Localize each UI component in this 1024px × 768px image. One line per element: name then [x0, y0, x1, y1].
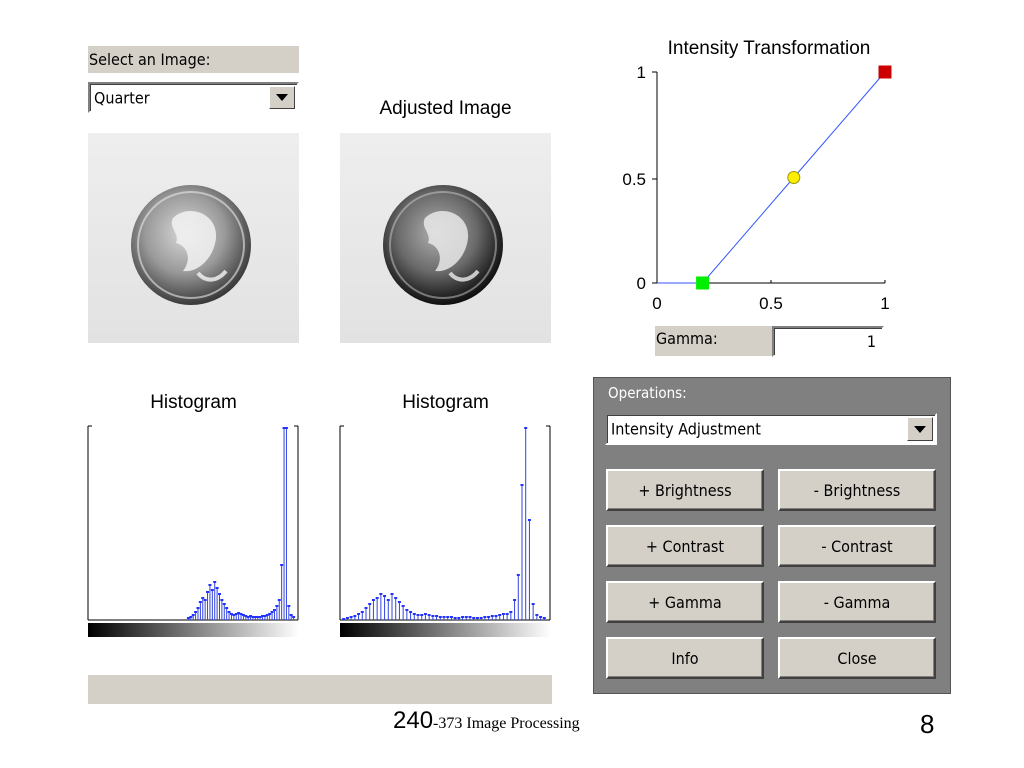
- histogram-left-title: Histogram: [150, 392, 237, 413]
- image-select-value: Quarter: [94, 88, 150, 107]
- histogram-left: [87, 425, 299, 621]
- operations-select-dropdown[interactable]: Intensity Adjustment: [605, 413, 937, 445]
- minus-gamma-button[interactable]: - Gamma: [778, 581, 936, 623]
- minus-contrast-button[interactable]: - Contrast: [778, 525, 936, 567]
- page-number: 8: [920, 709, 935, 739]
- footer-course-number: 240: [393, 707, 434, 734]
- operations-panel: Operations: Intensity Adjustment + Brigh…: [593, 377, 951, 694]
- chevron-down-icon[interactable]: [269, 86, 295, 109]
- minus-brightness-button[interactable]: - Brightness: [778, 469, 936, 511]
- adjusted-image: [340, 133, 551, 343]
- close-button[interactable]: Close: [778, 637, 936, 679]
- x-tick-0: 0: [652, 294, 661, 313]
- y-tick-0-5: 0.5: [622, 170, 646, 189]
- chevron-down-icon[interactable]: [907, 417, 933, 441]
- operations-label: Operations:: [608, 384, 687, 402]
- histogram-right: [339, 425, 551, 621]
- control-point-high[interactable]: [878, 65, 892, 79]
- gamma-input[interactable]: 1: [772, 326, 884, 357]
- adjusted-image-title: Adjusted Image: [379, 98, 512, 119]
- histogram-right-title: Histogram: [402, 392, 489, 413]
- plus-brightness-button[interactable]: + Brightness: [606, 469, 764, 511]
- transform-curve: [657, 71, 886, 284]
- select-image-label: Select an Image:: [88, 46, 299, 73]
- y-tick-0: 0: [637, 274, 646, 293]
- info-button[interactable]: Info: [606, 637, 764, 679]
- control-point-mid[interactable]: [787, 171, 801, 184]
- y-tick-1: 1: [637, 63, 646, 82]
- control-point-low[interactable]: [696, 276, 710, 290]
- footer-course-title: -373 Image Processing: [433, 715, 580, 732]
- footer-course: 240-373 Image Processing: [393, 707, 580, 735]
- operations-select-value: Intensity Adjustment: [611, 419, 761, 439]
- x-tick-0-5: 0.5: [759, 294, 783, 313]
- original-image: [88, 133, 299, 343]
- intensity-transformation-plot[interactable]: 1 0.5 0 0 0.5 1: [600, 56, 910, 316]
- image-select-dropdown[interactable]: Quarter: [88, 82, 299, 113]
- status-bar: [88, 675, 552, 704]
- plus-contrast-button[interactable]: + Contrast: [606, 525, 764, 567]
- histogram-left-gradient: [88, 623, 299, 637]
- transform-plot-title: Intensity Transformation: [667, 38, 871, 59]
- histogram-right-gradient: [340, 623, 551, 637]
- x-tick-1: 1: [880, 294, 889, 313]
- plus-gamma-button[interactable]: + Gamma: [606, 581, 764, 623]
- gamma-label: Gamma:: [655, 326, 773, 356]
